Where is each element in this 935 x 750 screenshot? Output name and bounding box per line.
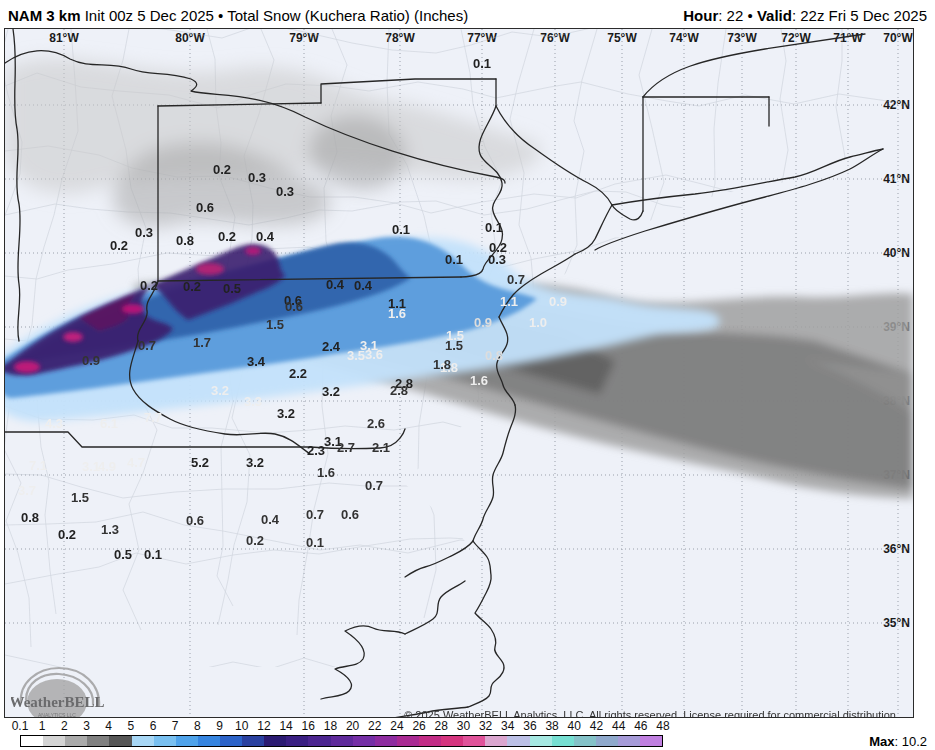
svg-text:WeatherBELL: WeatherBELL <box>11 694 105 710</box>
